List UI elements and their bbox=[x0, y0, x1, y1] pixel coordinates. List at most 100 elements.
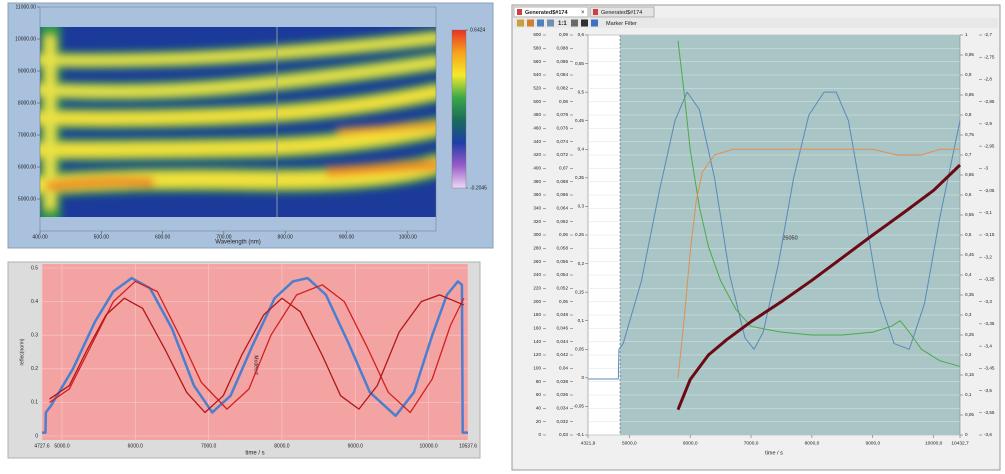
annotation: 25050 bbox=[782, 235, 797, 241]
y-tick-label: 540 bbox=[533, 72, 541, 77]
y-tick-label: 0,4 bbox=[965, 272, 972, 277]
y-tick-label: 0,05 bbox=[559, 299, 568, 304]
toolbar-button[interactable] bbox=[591, 19, 598, 27]
y-tick-label: 0,25 bbox=[965, 332, 974, 337]
y-tick-label: 0,9 bbox=[965, 72, 972, 77]
plot-area bbox=[42, 264, 468, 440]
y-tick-label: 0,052 bbox=[557, 286, 569, 291]
y-tick-label: 0.3 bbox=[31, 333, 38, 339]
y-tick-label: 0,1 bbox=[578, 318, 585, 323]
x-tick-label: 700.00 bbox=[216, 234, 232, 240]
y-tick-label: 0 bbox=[965, 432, 968, 437]
tab-label[interactable]: Generated$#174 bbox=[601, 10, 642, 16]
y-tick-label: 0,5 bbox=[965, 232, 972, 237]
y-tick-label: -2,95 bbox=[984, 143, 995, 148]
y-tick-label: 0,8 bbox=[965, 112, 972, 117]
series-line bbox=[49, 294, 465, 414]
x-tick-label: 500.00 bbox=[94, 234, 110, 240]
band bbox=[40, 121, 436, 157]
y-tick-label: 360 bbox=[533, 192, 541, 197]
band bbox=[40, 57, 436, 97]
y-tick-label: -3,1 bbox=[984, 210, 992, 215]
x-tick-label: 9000,0 bbox=[865, 440, 880, 446]
y-tick-label: -3 bbox=[984, 166, 989, 171]
toolbar-button[interactable]: 1:1 bbox=[558, 21, 567, 27]
tab-icon bbox=[517, 9, 522, 15]
y-tick-label: 280 bbox=[533, 246, 541, 251]
y-tick-label: 0,064 bbox=[557, 206, 569, 211]
tab[interactable] bbox=[513, 6, 589, 18]
band bbox=[336, 122, 436, 136]
x-axis-label: time / s bbox=[765, 450, 783, 456]
y-tick-label: 0,082 bbox=[557, 86, 569, 91]
y-tick-label: 0,086 bbox=[557, 59, 569, 64]
y-tick-label: 40 bbox=[536, 406, 542, 411]
y-tick-label: -2,75 bbox=[984, 54, 995, 59]
colorbar-label: 0.6424 bbox=[470, 27, 486, 33]
toolbar-button[interactable] bbox=[537, 19, 544, 27]
toolbar-dropdown[interactable]: Marker Filter bbox=[606, 21, 637, 27]
x-tick-label: 8000,0 bbox=[805, 440, 820, 446]
y-tick-label: 0,09 bbox=[559, 32, 568, 37]
toolbar-button[interactable] bbox=[527, 19, 534, 27]
y-tick-label: 0,042 bbox=[557, 352, 569, 357]
series-line bbox=[42, 276, 468, 434]
y-tick-label: 580 bbox=[533, 46, 541, 51]
y-tick-label: 0,55 bbox=[575, 61, 584, 66]
y-tick-label: 0 bbox=[581, 375, 584, 380]
x-axis-label: Wavelength (nm) bbox=[215, 240, 260, 246]
y-tick-label: 0,03 bbox=[559, 432, 568, 437]
y-tick-label: -0,1 bbox=[576, 432, 584, 437]
y-tick-label: 0,032 bbox=[557, 419, 569, 424]
x-tick-label: 10537.6 bbox=[459, 443, 477, 449]
y-tick-label: 120 bbox=[533, 352, 541, 357]
y-tick-label: 0,068 bbox=[557, 179, 569, 184]
y-tick-label: 0,15 bbox=[575, 289, 584, 294]
y-tick-label: 0,45 bbox=[965, 252, 974, 257]
y-tick-label: -2,8 bbox=[984, 77, 992, 82]
y-tick-label: -3,6 bbox=[984, 432, 992, 437]
y-tick-label: 6000.00 bbox=[18, 164, 36, 170]
tab[interactable] bbox=[589, 6, 655, 18]
tab-close[interactable]: × bbox=[581, 10, 585, 16]
y-tick-label: 0,55 bbox=[965, 212, 974, 217]
x-tick-label: 4321,9 bbox=[581, 440, 596, 446]
y-tick-label: 320 bbox=[533, 219, 541, 224]
y-tick-label: 0,04 bbox=[559, 366, 568, 371]
y-tick-label: 0,036 bbox=[557, 392, 569, 397]
y-tick-label: 0,034 bbox=[557, 406, 569, 411]
y-tick-label: 0,08 bbox=[559, 99, 568, 104]
x-tick-label: 4727.6 bbox=[34, 443, 50, 449]
y-tick-label: 400 bbox=[533, 166, 541, 171]
toolbar-button[interactable] bbox=[581, 19, 588, 27]
toolbar-button[interactable] bbox=[571, 19, 578, 27]
y-tick-label: 0.2 bbox=[31, 366, 38, 372]
toolbar-button[interactable] bbox=[547, 19, 554, 27]
tab-label[interactable]: Generated$#174 bbox=[525, 10, 568, 16]
series-line bbox=[677, 148, 960, 378]
y-tick-label: 0,5 bbox=[578, 89, 585, 94]
y-tick-label: 10000.00 bbox=[15, 36, 36, 42]
y-tick-label: 0,95 bbox=[965, 52, 974, 57]
y-tick-label: 0,6 bbox=[578, 32, 585, 37]
x-tick-label: 800.00 bbox=[278, 234, 294, 240]
x-tick-label: 1000.00 bbox=[399, 234, 417, 240]
colorbar bbox=[451, 29, 467, 189]
x-tick-label: 10000,0 bbox=[925, 440, 943, 446]
y-tick-label: 0,2 bbox=[965, 352, 972, 357]
y-tick-label: 100 bbox=[533, 366, 541, 371]
y-axis-label: reflec(norm) bbox=[19, 338, 25, 365]
y-tick-label: -3,05 bbox=[984, 188, 995, 193]
y-tick-label: 0,072 bbox=[557, 152, 569, 157]
y-tick-label: -2,9 bbox=[984, 121, 992, 126]
y-tick-label: 0,044 bbox=[557, 339, 569, 344]
x-tick-label: 10432,7 bbox=[951, 440, 969, 446]
x-tick-label: 7000.0 bbox=[201, 443, 217, 449]
toolbar-button[interactable] bbox=[517, 19, 524, 27]
y-tick-label: -3,15 bbox=[984, 232, 995, 237]
band bbox=[45, 177, 155, 191]
y-tick-label: 0.4 bbox=[31, 299, 38, 305]
y-tick-label: 0,048 bbox=[557, 312, 569, 317]
band bbox=[40, 86, 436, 125]
y-tick-label: 0 bbox=[35, 433, 38, 439]
